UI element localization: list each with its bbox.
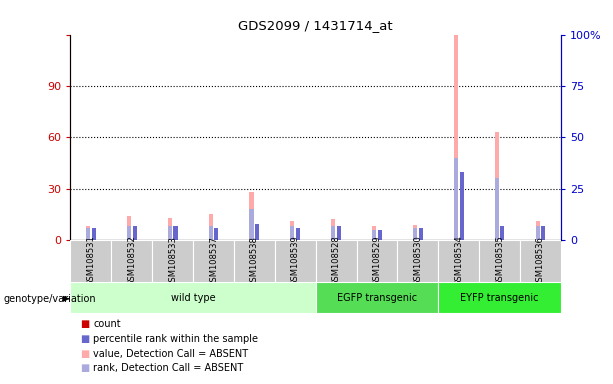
Bar: [316, 240, 357, 282]
Bar: [112, 240, 152, 282]
Bar: [168, 218, 172, 240]
Bar: [520, 240, 561, 282]
Text: ■: ■: [80, 334, 89, 344]
Bar: [296, 238, 300, 240]
Bar: [132, 226, 137, 240]
Bar: [397, 240, 438, 282]
Bar: [132, 238, 137, 240]
Bar: [495, 179, 499, 240]
Bar: [541, 238, 546, 240]
Text: EGFP transgenic: EGFP transgenic: [337, 293, 417, 303]
Text: GSM108536: GSM108536: [536, 236, 545, 286]
Bar: [249, 209, 254, 240]
Bar: [378, 238, 382, 240]
Bar: [536, 221, 539, 240]
Bar: [337, 226, 341, 240]
Bar: [255, 223, 259, 240]
Bar: [337, 238, 341, 240]
Bar: [541, 226, 546, 240]
Bar: [127, 226, 131, 240]
Text: GSM108531: GSM108531: [86, 236, 96, 286]
Bar: [255, 238, 259, 240]
Bar: [215, 238, 218, 240]
Bar: [413, 225, 417, 240]
Bar: [86, 228, 90, 240]
Text: GSM108538: GSM108538: [250, 236, 259, 286]
Text: rank, Detection Call = ABSENT: rank, Detection Call = ABSENT: [93, 363, 243, 373]
Bar: [500, 226, 504, 240]
Text: count: count: [93, 319, 121, 329]
Bar: [173, 238, 178, 240]
Text: GSM108530: GSM108530: [413, 236, 422, 286]
Text: ■: ■: [80, 319, 89, 329]
Text: GSM108539: GSM108539: [291, 236, 300, 286]
Bar: [152, 240, 193, 282]
Bar: [454, 158, 458, 240]
Bar: [193, 240, 234, 282]
Text: genotype/variation: genotype/variation: [3, 294, 96, 304]
Bar: [500, 238, 504, 240]
Bar: [454, 35, 458, 240]
Bar: [316, 282, 438, 313]
Bar: [536, 226, 539, 240]
Text: GSM108534: GSM108534: [454, 236, 463, 286]
Bar: [215, 228, 218, 240]
Bar: [419, 238, 423, 240]
Text: percentile rank within the sample: percentile rank within the sample: [93, 334, 258, 344]
Text: EYFP transgenic: EYFP transgenic: [460, 293, 539, 303]
Bar: [208, 226, 213, 240]
Bar: [331, 226, 335, 240]
Bar: [413, 228, 417, 240]
Bar: [168, 226, 172, 240]
Text: GSM108537: GSM108537: [209, 236, 218, 286]
Text: ■: ■: [80, 349, 89, 359]
Text: ■: ■: [80, 363, 89, 373]
Bar: [70, 240, 112, 282]
Bar: [173, 226, 178, 240]
Bar: [419, 228, 423, 240]
Text: GSM108529: GSM108529: [373, 236, 381, 286]
Bar: [460, 172, 463, 240]
Bar: [86, 226, 90, 240]
Bar: [479, 240, 520, 282]
Bar: [357, 240, 397, 282]
Bar: [70, 282, 316, 313]
Bar: [331, 220, 335, 240]
Bar: [438, 282, 561, 313]
Text: GSM108533: GSM108533: [168, 236, 177, 286]
Bar: [208, 214, 213, 240]
Text: wild type: wild type: [171, 293, 215, 303]
Bar: [275, 240, 316, 282]
Bar: [495, 132, 499, 240]
Text: GSM108535: GSM108535: [495, 236, 504, 286]
Bar: [127, 216, 131, 240]
Bar: [234, 240, 275, 282]
Bar: [291, 221, 294, 240]
Bar: [92, 238, 96, 240]
Text: value, Detection Call = ABSENT: value, Detection Call = ABSENT: [93, 349, 248, 359]
Text: GSM108532: GSM108532: [128, 236, 136, 286]
Bar: [460, 238, 463, 240]
Bar: [372, 230, 376, 240]
Bar: [249, 192, 254, 240]
Bar: [372, 226, 376, 240]
Bar: [296, 228, 300, 240]
Bar: [92, 228, 96, 240]
Title: GDS2099 / 1431714_at: GDS2099 / 1431714_at: [238, 19, 393, 32]
Text: GSM108528: GSM108528: [332, 236, 341, 286]
Bar: [438, 240, 479, 282]
Bar: [291, 226, 294, 240]
Bar: [378, 230, 382, 240]
